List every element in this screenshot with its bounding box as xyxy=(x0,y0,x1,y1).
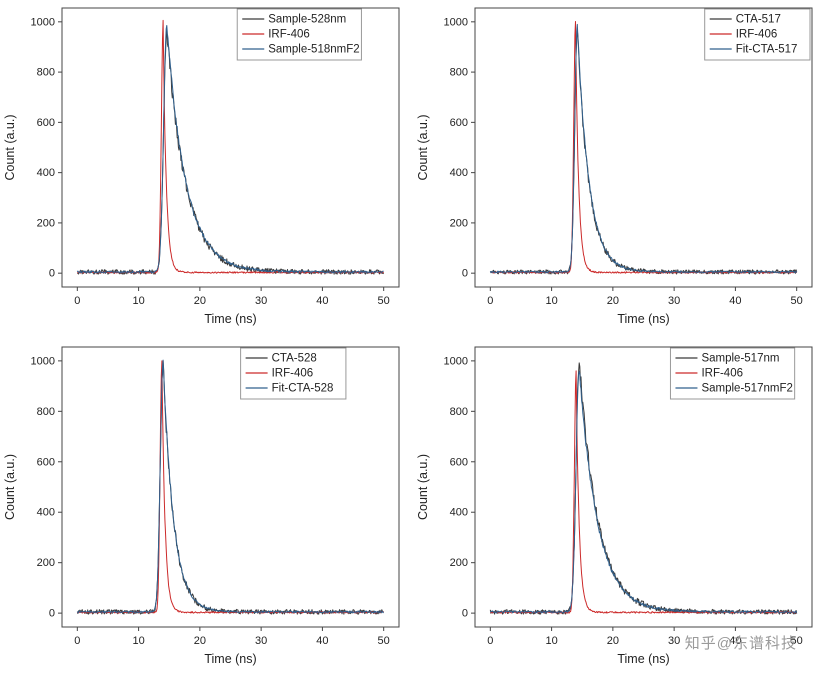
y-tick-label: 0 xyxy=(49,608,55,620)
legend-label: IRF-406 xyxy=(272,368,314,380)
y-tick-label: 0 xyxy=(49,268,55,280)
y-tick-label: 200 xyxy=(450,557,468,569)
y-tick-label: 600 xyxy=(450,117,468,129)
decay-chart-4: 0 200 400 600 800 1000 0 10 20 30 40 50 Time (ns) Cou… xyxy=(416,346,813,666)
y-tick-label: 1000 xyxy=(31,16,55,28)
plot-frame xyxy=(61,346,400,628)
decay-chart-2: 0 200 400 600 800 1000 0 10 20 30 40 50 Time (ns) Cou… xyxy=(416,7,813,326)
y-tick-label: 200 xyxy=(37,557,55,569)
x-tick-label: 20 xyxy=(194,635,206,647)
x-tick-label: 0 xyxy=(74,635,80,647)
series-line-CTA-517 xyxy=(489,29,798,275)
series-line-Sample-518nmF2 xyxy=(76,25,384,274)
x-tick-label: 0 xyxy=(74,295,80,307)
y-axis-label: Count (a.u.) xyxy=(416,454,430,520)
y-tick-label: 600 xyxy=(450,456,468,468)
x-tick-label: 20 xyxy=(607,295,619,307)
series-line-CTA-528 xyxy=(76,360,384,615)
x-tick-label: 40 xyxy=(316,295,328,307)
x-tick-label: 10 xyxy=(545,635,557,647)
legend: CTA-528 IRF-406 Fit-CTA-528 xyxy=(240,347,347,400)
y-tick-label: 800 xyxy=(450,406,468,418)
y-tick-label: 600 xyxy=(37,117,55,129)
decay-chart-3: 0 200 400 600 800 1000 0 10 20 30 40 50 Time (ns) Cou… xyxy=(3,346,400,666)
series-line-Fit-CTA-517 xyxy=(489,23,798,274)
x-axis-label: Time (ns) xyxy=(617,652,669,666)
y-tick-label: 1000 xyxy=(444,16,468,28)
x-tick-label: 20 xyxy=(607,635,619,647)
legend-label: CTA-517 xyxy=(736,14,781,26)
legend-label: Fit-CTA-517 xyxy=(736,44,798,56)
chart-panel-2: 0 200 400 600 800 1000 0 10 20 30 40 50 Time (ns) Cou… xyxy=(413,0,827,339)
y-tick-label: 0 xyxy=(462,608,468,620)
y-tick-label: 0 xyxy=(462,268,468,280)
y-tick-label: 1000 xyxy=(31,355,55,367)
x-tick-label: 30 xyxy=(255,635,267,647)
y-tick-label: 1000 xyxy=(444,355,468,367)
y-tick-label: 200 xyxy=(450,217,468,229)
legend-label: Fit-CTA-528 xyxy=(272,383,334,395)
legend-label: Sample-517nm xyxy=(701,353,779,365)
legend-label: CTA-528 xyxy=(272,353,317,365)
legend-label: Sample-518nmF2 xyxy=(268,44,359,56)
legend: Sample-517nm IRF-406 Sample-517nmF2 xyxy=(669,347,796,400)
legend-label: IRF-406 xyxy=(268,29,310,41)
series-line-Sample-517nmF2 xyxy=(489,370,798,614)
x-axis-label: Time (ns) xyxy=(617,312,669,326)
legend-label: IRF-406 xyxy=(701,368,743,380)
legend: Sample-528nm IRF-406 Sample-518nmF2 xyxy=(236,8,362,61)
y-tick-label: 800 xyxy=(450,67,468,79)
y-axis-label: Count (a.u.) xyxy=(3,114,17,180)
legend-label: Sample-528nm xyxy=(268,14,346,26)
series-line-IRF-406 xyxy=(490,370,798,614)
x-tick-label: 40 xyxy=(729,635,741,647)
y-tick-label: 400 xyxy=(450,507,468,519)
chart-panel-4: 0 200 400 600 800 1000 0 10 20 30 40 50 Time (ns) Cou… xyxy=(413,339,827,679)
series-line-Sample-528nm xyxy=(76,28,384,275)
x-tick-label: 50 xyxy=(378,635,390,647)
y-tick-label: 400 xyxy=(450,167,468,179)
x-tick-label: 40 xyxy=(729,295,741,307)
x-tick-label: 10 xyxy=(132,635,144,647)
chart-panel-1: 0 200 400 600 800 1000 0 10 20 30 40 50 Time (ns) Cou… xyxy=(0,0,413,339)
y-tick-label: 800 xyxy=(37,67,55,79)
y-tick-label: 600 xyxy=(37,456,55,468)
x-axis-label: Time (ns) xyxy=(204,312,256,326)
y-tick-label: 400 xyxy=(37,167,55,179)
x-tick-label: 50 xyxy=(378,295,390,307)
x-axis-label: Time (ns) xyxy=(204,652,256,666)
legend: CTA-517 IRF-406 Fit-CTA-517 xyxy=(704,8,811,61)
series-line-Fit-CTA-528 xyxy=(76,359,384,614)
x-tick-label: 30 xyxy=(668,635,680,647)
x-tick-label: 0 xyxy=(487,635,493,647)
y-tick-label: 200 xyxy=(37,217,55,229)
x-tick-label: 0 xyxy=(487,295,493,307)
x-tick-label: 10 xyxy=(545,295,557,307)
x-tick-label: 30 xyxy=(668,295,680,307)
chart-panel-3: 0 200 400 600 800 1000 0 10 20 30 40 50 Time (ns) Cou… xyxy=(0,339,413,679)
plot-frame xyxy=(61,7,400,288)
x-tick-label: 20 xyxy=(194,295,206,307)
legend-label: Sample-517nmF2 xyxy=(701,383,792,395)
decay-chart-1: 0 200 400 600 800 1000 0 10 20 30 40 50 Time (ns) Cou… xyxy=(3,7,400,326)
x-tick-label: 10 xyxy=(132,295,144,307)
x-tick-label: 50 xyxy=(791,635,803,647)
x-tick-label: 30 xyxy=(255,295,267,307)
y-axis-label: Count (a.u.) xyxy=(416,114,430,180)
y-tick-label: 400 xyxy=(37,507,55,519)
series-line-Sample-517nm xyxy=(489,362,798,615)
plot-frame xyxy=(474,346,813,628)
y-tick-label: 800 xyxy=(37,406,55,418)
legend-label: IRF-406 xyxy=(736,29,778,41)
y-axis-label: Count (a.u.) xyxy=(3,454,17,520)
x-tick-label: 50 xyxy=(791,295,803,307)
plot-frame xyxy=(474,7,813,288)
x-tick-label: 40 xyxy=(316,635,328,647)
